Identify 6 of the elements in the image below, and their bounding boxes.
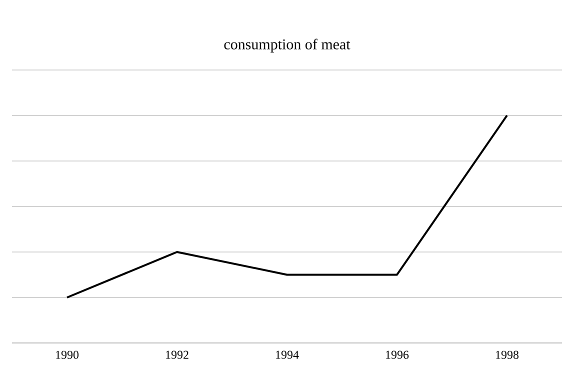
x-tick-label: 1994 (276, 350, 299, 359)
x-tick-label: 1990 (56, 350, 79, 359)
chart-title: consumption of meat (224, 38, 350, 52)
x-tick-label: 1996 (386, 350, 409, 359)
x-tick-label: 1998 (496, 350, 519, 359)
x-tick-label: 1992 (166, 350, 188, 359)
